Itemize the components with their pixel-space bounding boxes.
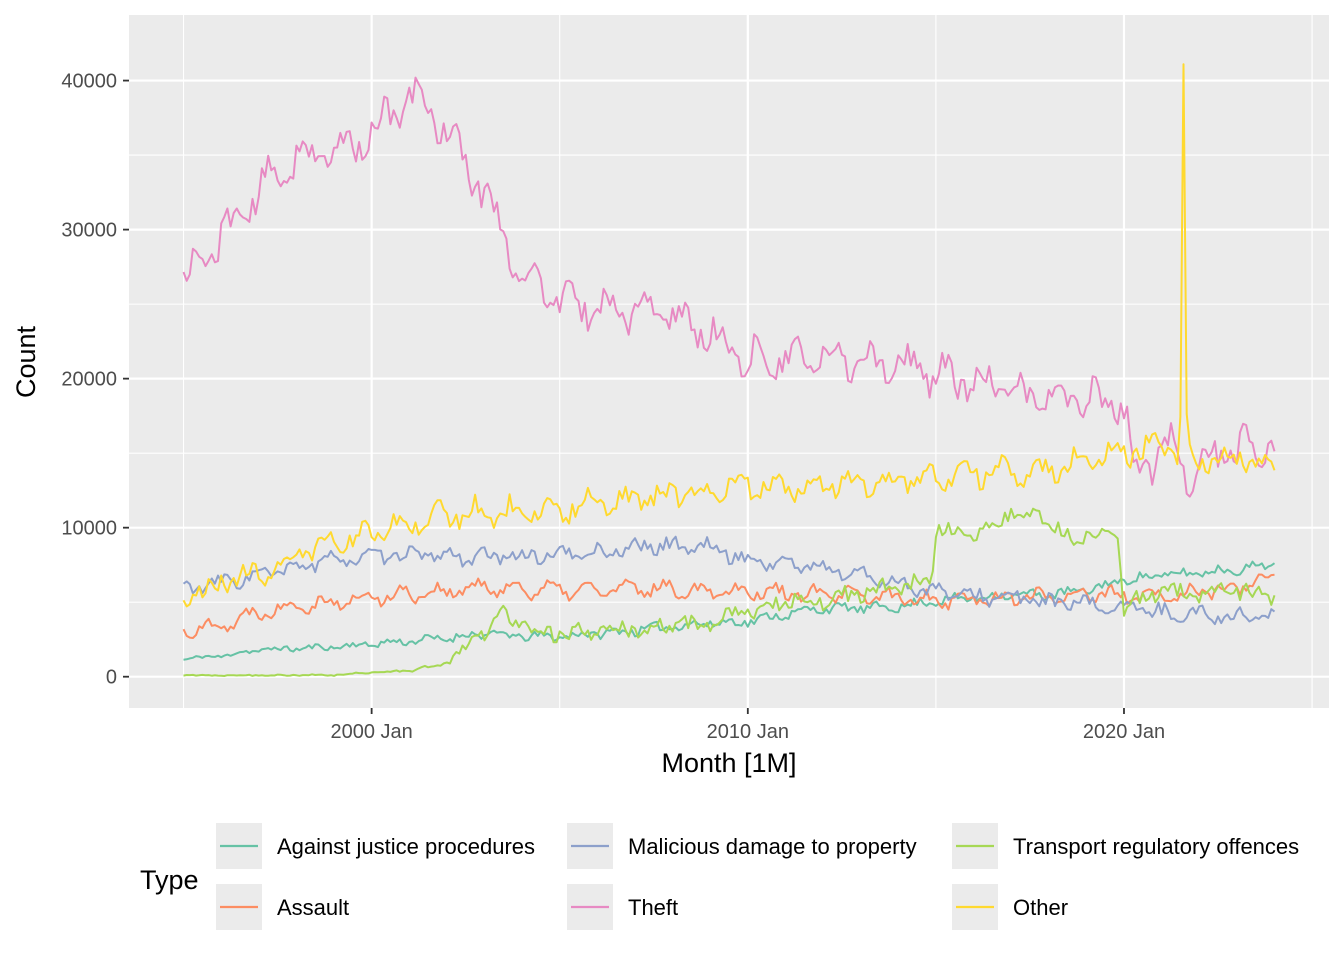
legend-items: Against justice procedures Assault Malicio… xyxy=(216,823,1299,930)
x-axis-title: Month [1M] xyxy=(661,748,796,778)
x-axis: 2000 Jan 2010 Jan 2020 Jan xyxy=(330,708,1165,743)
legend-title: Type xyxy=(140,865,199,895)
y-tick-label: 10000 xyxy=(61,518,117,540)
legend-label: Transport regulatory offences xyxy=(1013,834,1299,859)
series-lines xyxy=(182,63,1276,677)
legend-item: Theft xyxy=(567,884,678,930)
series-line-other xyxy=(182,63,1276,608)
y-tick-label: 20000 xyxy=(61,369,117,391)
y-tick-label: 30000 xyxy=(61,220,117,242)
series-line-malicious-damage-to-property xyxy=(182,535,1276,626)
legend-label: Against justice procedures xyxy=(277,834,535,859)
y-tick-label: 0 xyxy=(106,667,117,689)
y-tick-label: 40000 xyxy=(61,71,117,93)
grid-minor xyxy=(129,15,1329,708)
legend-item: Transport regulatory offences xyxy=(952,823,1299,869)
legend-item: Other xyxy=(952,884,1068,930)
legend-item: Malicious damage to property xyxy=(567,823,917,869)
legend-label: Assault xyxy=(277,895,349,920)
legend: Type Against justice procedures Assault Ma… xyxy=(140,823,1299,930)
x-tick-label: 2010 Jan xyxy=(707,721,789,743)
legend-item: Against justice procedures xyxy=(216,823,535,869)
series-line-transport-regulatory-offences xyxy=(183,507,1276,677)
x-tick-label: 2020 Jan xyxy=(1083,721,1165,743)
legend-label: Other xyxy=(1013,895,1068,920)
series-line-against-justice-procedures xyxy=(183,560,1276,661)
y-axis: 0 10000 20000 30000 40000 xyxy=(61,71,129,689)
legend-label: Theft xyxy=(628,895,678,920)
y-axis-title: Count xyxy=(11,325,41,398)
legend-label: Malicious damage to property xyxy=(628,834,917,859)
plot-panel xyxy=(129,15,1329,708)
grid-major xyxy=(129,15,1329,708)
x-tick-label: 2000 Jan xyxy=(330,721,412,743)
legend-item: Assault xyxy=(216,884,349,930)
series-line-theft xyxy=(182,76,1276,498)
